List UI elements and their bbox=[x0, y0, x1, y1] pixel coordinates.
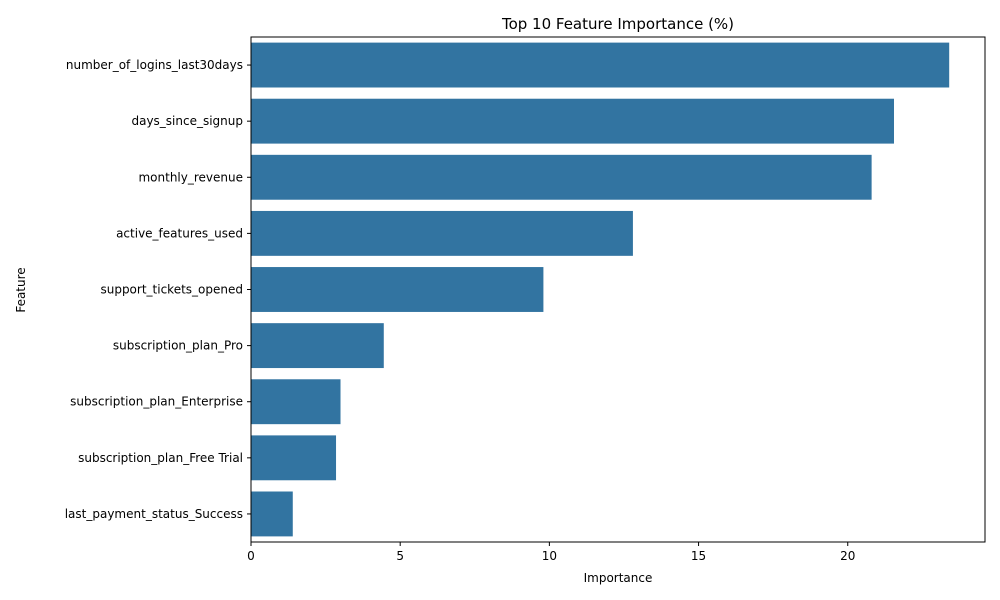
y-tick-label: subscription_plan_Free Trial bbox=[78, 451, 243, 465]
x-tick-label: 15 bbox=[691, 549, 706, 563]
y-tick-label: subscription_plan_Pro bbox=[113, 339, 243, 353]
bar bbox=[251, 42, 950, 88]
bar bbox=[251, 98, 894, 144]
y-tick-label: support_tickets_opened bbox=[100, 283, 243, 297]
bar bbox=[251, 491, 293, 537]
x-tick-label: 5 bbox=[396, 549, 404, 563]
y-tick-label: subscription_plan_Enterprise bbox=[70, 395, 243, 409]
y-tick-label: days_since_signup bbox=[131, 114, 243, 128]
y-ticks-group: number_of_logins_last30days days_since_si… bbox=[65, 58, 251, 521]
bar bbox=[251, 154, 872, 200]
y-axis-label: Feature bbox=[14, 267, 28, 312]
x-tick-label: 0 bbox=[247, 549, 255, 563]
chart-title: Top 10 Feature Importance (%) bbox=[501, 15, 734, 33]
y-tick-label: number_of_logins_last30days bbox=[66, 58, 243, 72]
x-ticks-group: 0 5 10 15 20 bbox=[247, 542, 855, 563]
bar bbox=[251, 435, 337, 481]
x-tick-label: 20 bbox=[840, 549, 855, 563]
x-tick-label: 10 bbox=[542, 549, 557, 563]
x-axis-label: Importance bbox=[584, 571, 653, 585]
bar bbox=[251, 267, 544, 312]
bar bbox=[251, 379, 341, 425]
y-tick-label: monthly_revenue bbox=[138, 170, 243, 184]
y-tick-label: active_features_used bbox=[116, 226, 243, 240]
y-tick-label: last_payment_status_Success bbox=[65, 507, 243, 521]
bars-group bbox=[251, 42, 950, 537]
bar bbox=[251, 210, 633, 256]
axes-group bbox=[250, 36, 986, 543]
bar bbox=[251, 323, 384, 369]
plot-frame bbox=[250, 36, 986, 543]
